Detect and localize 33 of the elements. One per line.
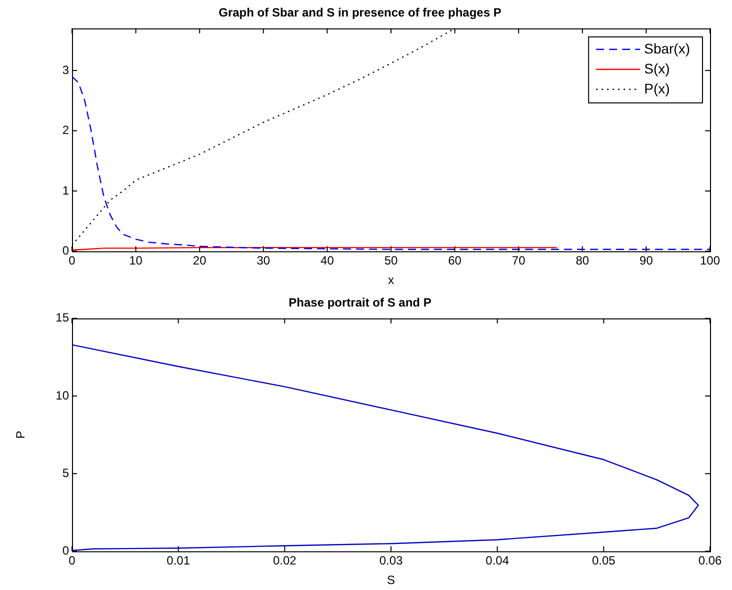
y-tick-label: 1 [62, 183, 70, 198]
x-tick-label: 100 [700, 254, 720, 268]
y-tick-label: 0 [62, 244, 70, 258]
x-tick-label: 80 [576, 254, 590, 268]
x-axis-title: S [386, 573, 396, 588]
y-tick-label: 15 [56, 310, 70, 325]
y-axis-title: P [14, 430, 28, 439]
x-tick-label: 40 [320, 254, 334, 268]
x-tick-label: 90 [640, 254, 654, 268]
legend-label: Sbar(x) [644, 40, 690, 56]
x-tick-label: 60 [448, 254, 462, 268]
legend-label: P(x) [644, 80, 670, 96]
x-tick-label: 0.02 [272, 554, 297, 568]
chart-title: Graph of Sbar and S in presence of free phages P [218, 6, 502, 20]
x-tick-label: 20 [192, 254, 207, 268]
y-tick-label: 5 [62, 466, 70, 480]
x-tick-label: 10 [129, 254, 143, 268]
x-tick-label: 30 [256, 254, 270, 268]
legend-label: S(x) [644, 60, 670, 76]
y-tick-label: 0 [62, 544, 70, 558]
x-tick-label: 0.06 [698, 554, 722, 568]
x-tick-label: 70 [512, 254, 526, 268]
y-tick-label: 10 [56, 388, 70, 402]
x-tick-label: 0.03 [379, 554, 403, 568]
line-series [72, 76, 710, 250]
x-axis-title: x [388, 273, 394, 288]
y-tick-label: 3 [62, 62, 70, 77]
chart-title: Phase portrait of S and P [288, 296, 432, 310]
x-tick-label: 0.05 [592, 554, 616, 568]
x-tick-label: 0.04 [486, 554, 510, 568]
x-tick-label: 50 [384, 254, 398, 268]
y-tick-label: 2 [62, 123, 70, 138]
x-tick-label: 0.01 [166, 554, 190, 568]
